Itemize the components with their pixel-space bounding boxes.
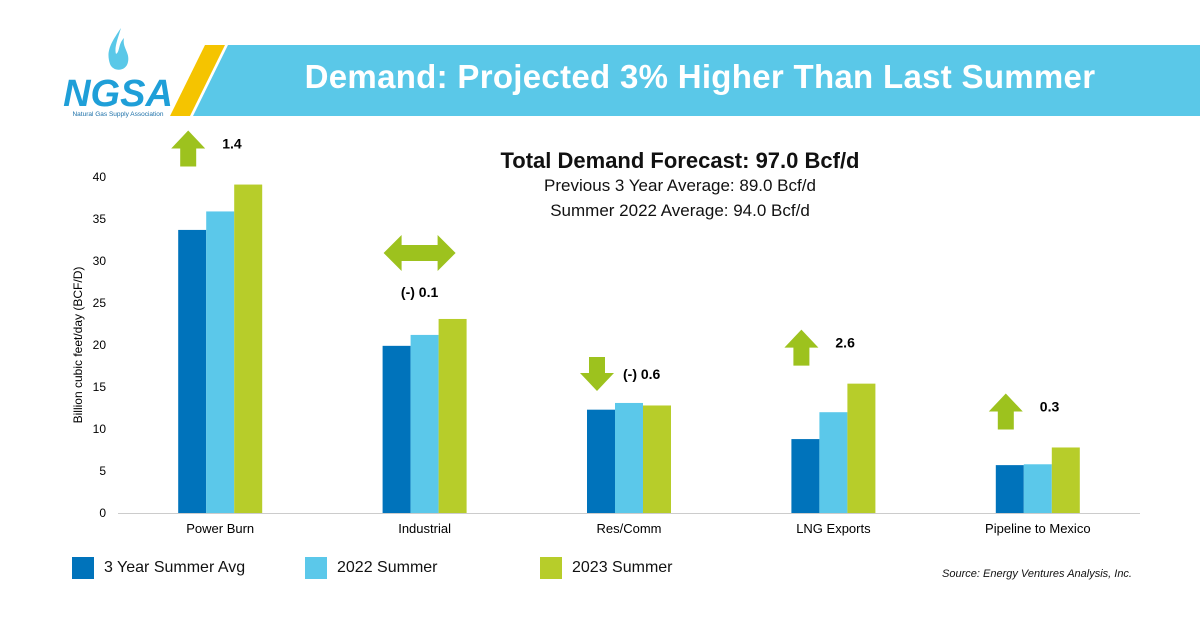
y-tick-label: 25 (93, 296, 107, 310)
change-label: (-) 0.6 (623, 366, 661, 382)
legend-item: 2023 Summer (540, 557, 673, 579)
change-label: 0.3 (1040, 398, 1060, 414)
logo-text: NGSA (63, 73, 173, 115)
x-tick-label: Res/Comm (596, 521, 661, 536)
legend-swatch (540, 557, 562, 579)
y-tick-label: 10 (93, 422, 107, 436)
y-tick-label: 35 (93, 212, 107, 226)
summer-2022-average: Summer 2022 Average: 94.0 Bcf/d (550, 201, 810, 220)
title-banner (170, 45, 1200, 116)
y-tick-label: 0 (99, 506, 106, 520)
bar (382, 345, 411, 513)
logo-subtext: Natural Gas Supply Association (72, 111, 164, 118)
bar (438, 318, 467, 513)
y-tick-label: 30 (93, 254, 107, 268)
flat-arrow-icon (383, 234, 456, 271)
bar (995, 465, 1024, 513)
legend-item: 2022 Summer (305, 557, 438, 579)
change-label: 2.6 (835, 335, 855, 351)
change-label: 1.4 (222, 136, 242, 152)
bar (410, 334, 439, 513)
previous-average: Previous 3 Year Average: 89.0 Bcf/d (544, 176, 816, 195)
y-axis-label: Billion cubic feet/day (BCF/D) (71, 267, 85, 424)
x-tick-label: Power Burn (186, 521, 254, 536)
bar (587, 409, 615, 513)
bar (1051, 447, 1080, 513)
bar (847, 383, 876, 513)
page-title: Demand: Projected 3% Higher Than Last Su… (304, 58, 1096, 95)
bar (1023, 464, 1052, 513)
legend-label: 3 Year Summer Avg (104, 559, 246, 576)
y-tick-label: 5 (99, 464, 106, 478)
legend-label: 2022 Summer (337, 559, 438, 576)
x-tick-label: LNG Exports (796, 521, 871, 536)
bar (819, 412, 848, 513)
bar (234, 184, 263, 513)
y-tick-label: 20 (93, 338, 107, 352)
change-label: (-) 0.1 (401, 284, 439, 300)
legend-swatch (72, 557, 94, 579)
down-arrow-icon (580, 356, 614, 391)
banner-stripe-yellow (170, 45, 225, 116)
banner-background (193, 45, 1200, 116)
flame-icon (108, 28, 129, 70)
y-tick-label: 40 (93, 170, 107, 184)
x-tick-label: Pipeline to Mexico (985, 521, 1091, 536)
y-tick-label: 15 (93, 380, 107, 394)
legend-item: 3 Year Summer Avg (72, 557, 246, 579)
bar (643, 405, 671, 513)
source-note: Source: Energy Ventures Analysis, Inc. (942, 568, 1132, 580)
bar (178, 229, 207, 514)
legend-label: 2023 Summer (572, 559, 673, 576)
legend-swatch (305, 557, 327, 579)
up-arrow-icon (171, 130, 206, 167)
bar (615, 402, 643, 513)
ngsa-logo: NGSA (63, 28, 173, 115)
up-arrow-icon (988, 393, 1023, 430)
up-arrow-icon (784, 329, 819, 366)
x-tick-label: Industrial (398, 521, 451, 536)
bar (791, 439, 820, 513)
total-demand-forecast: Total Demand Forecast: 97.0 Bcf/d (500, 148, 860, 173)
bar (206, 211, 235, 513)
